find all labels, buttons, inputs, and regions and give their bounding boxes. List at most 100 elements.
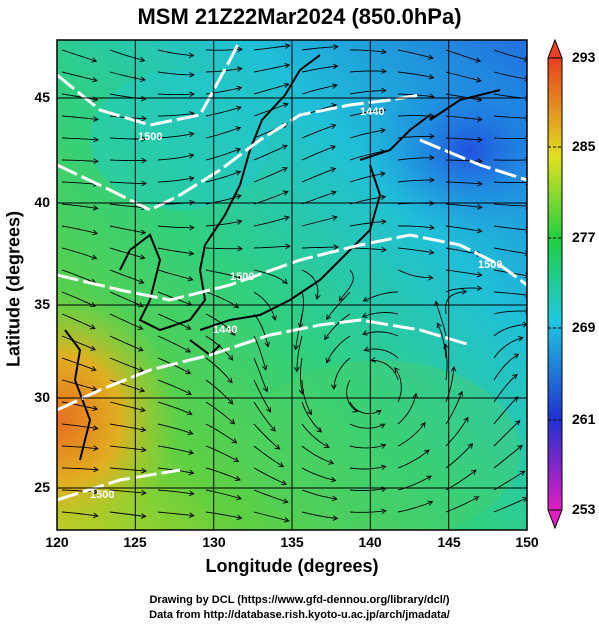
streamline xyxy=(445,443,473,469)
streamline xyxy=(253,379,271,413)
streamline xyxy=(445,71,482,82)
streamline xyxy=(493,445,523,469)
streamline xyxy=(301,445,334,464)
streamline-arrowhead xyxy=(428,74,435,80)
y-tick-label: 30 xyxy=(34,389,50,405)
wind-streamlines xyxy=(61,43,527,523)
streamline xyxy=(349,90,386,95)
streamline xyxy=(205,127,241,139)
colorbar xyxy=(547,38,563,530)
streamline xyxy=(295,313,303,350)
streamline-arrowhead xyxy=(140,513,147,519)
streamline-arrowhead xyxy=(427,500,434,506)
streamline-arrowhead xyxy=(517,444,523,451)
streamline xyxy=(397,269,433,279)
streamline-arrowhead xyxy=(139,406,146,413)
streamline xyxy=(253,313,269,347)
streamline-arrowhead xyxy=(330,476,337,483)
streamline-arrowhead xyxy=(92,405,99,412)
streamline-arrowhead xyxy=(189,91,195,97)
streamline-arrowhead xyxy=(381,68,387,74)
streamline-arrowhead xyxy=(235,147,242,153)
streamline xyxy=(362,312,399,318)
streamline xyxy=(61,49,97,62)
streamline xyxy=(253,45,290,51)
credit-data: Data from http://database.rish.kyoto-u.a… xyxy=(149,609,450,621)
streamline-arrowhead xyxy=(517,335,524,342)
streamline xyxy=(109,313,143,330)
streamline xyxy=(109,489,146,494)
streamline-arrowhead xyxy=(332,63,339,70)
streamline xyxy=(61,511,98,517)
streamline xyxy=(253,64,290,73)
streamline-arrowhead xyxy=(420,421,426,428)
streamline-arrowhead xyxy=(236,66,243,72)
streamline xyxy=(301,46,338,51)
streamline-arrowhead xyxy=(140,426,147,433)
streamline xyxy=(493,420,521,447)
streamline xyxy=(301,246,338,249)
y-tick-label: 25 xyxy=(34,479,50,495)
streamline xyxy=(109,137,147,140)
streamline xyxy=(157,445,194,454)
streamline-arrowhead xyxy=(394,367,400,373)
streamline-arrowhead xyxy=(188,52,195,59)
streamline-arrowhead xyxy=(188,153,195,159)
streamline xyxy=(493,497,527,513)
streamline xyxy=(324,313,351,340)
streamline-arrowhead xyxy=(93,489,99,495)
streamline-arrowhead xyxy=(227,355,234,361)
streamline xyxy=(157,133,194,139)
streamline-arrowhead xyxy=(139,254,146,260)
streamline-arrowhead xyxy=(473,496,480,502)
streamline-arrowhead xyxy=(428,54,434,60)
x-tick-label: 120 xyxy=(45,534,69,550)
streamline xyxy=(301,423,330,448)
streamline xyxy=(61,489,98,493)
streamline xyxy=(301,145,336,161)
streamline xyxy=(301,168,336,183)
streamline xyxy=(157,401,192,415)
streamline xyxy=(253,167,288,183)
streamline xyxy=(157,225,194,229)
streamline-arrowhead xyxy=(330,123,337,130)
streamline-arrowhead xyxy=(375,409,382,415)
x-tick-label: 130 xyxy=(202,534,226,550)
streamline-arrowhead xyxy=(381,218,387,225)
streamline xyxy=(301,216,338,227)
streamline-arrowhead xyxy=(90,301,96,308)
streamline-arrowhead xyxy=(140,229,147,235)
streamline xyxy=(205,247,243,250)
streamline xyxy=(349,465,386,470)
streamline xyxy=(397,157,434,161)
streamline-arrowhead xyxy=(137,346,144,352)
streamline xyxy=(157,335,191,353)
streamline xyxy=(157,49,194,57)
streamline xyxy=(61,159,99,162)
streamline-arrowhead xyxy=(236,219,243,225)
streamline-arrowhead xyxy=(90,366,97,372)
streamline-arrowhead xyxy=(330,190,337,196)
streamline-arrowhead xyxy=(477,204,483,210)
colorbar-tick-label: 285 xyxy=(572,138,596,154)
streamline xyxy=(397,422,426,447)
streamline-arrowhead xyxy=(140,446,147,453)
contour-label-group: 1500 1440 1500 1440 1500 1500 xyxy=(90,106,502,501)
streamline xyxy=(493,247,527,254)
streamline xyxy=(445,366,455,403)
streamline-arrowhead xyxy=(92,425,99,431)
streamline xyxy=(109,247,145,259)
streamline xyxy=(61,269,96,284)
streamline-arrowhead xyxy=(370,357,376,363)
streamline xyxy=(445,115,482,121)
streamline xyxy=(301,269,319,300)
streamline-arrowhead xyxy=(281,480,287,486)
streamline-arrowhead xyxy=(270,426,276,432)
streamline xyxy=(61,445,98,450)
streamline xyxy=(157,379,192,395)
streamline-arrowhead xyxy=(429,154,435,161)
streamline xyxy=(397,449,430,469)
streamline xyxy=(253,291,276,321)
streamline xyxy=(253,335,267,371)
streamline-arrowhead xyxy=(91,254,98,260)
